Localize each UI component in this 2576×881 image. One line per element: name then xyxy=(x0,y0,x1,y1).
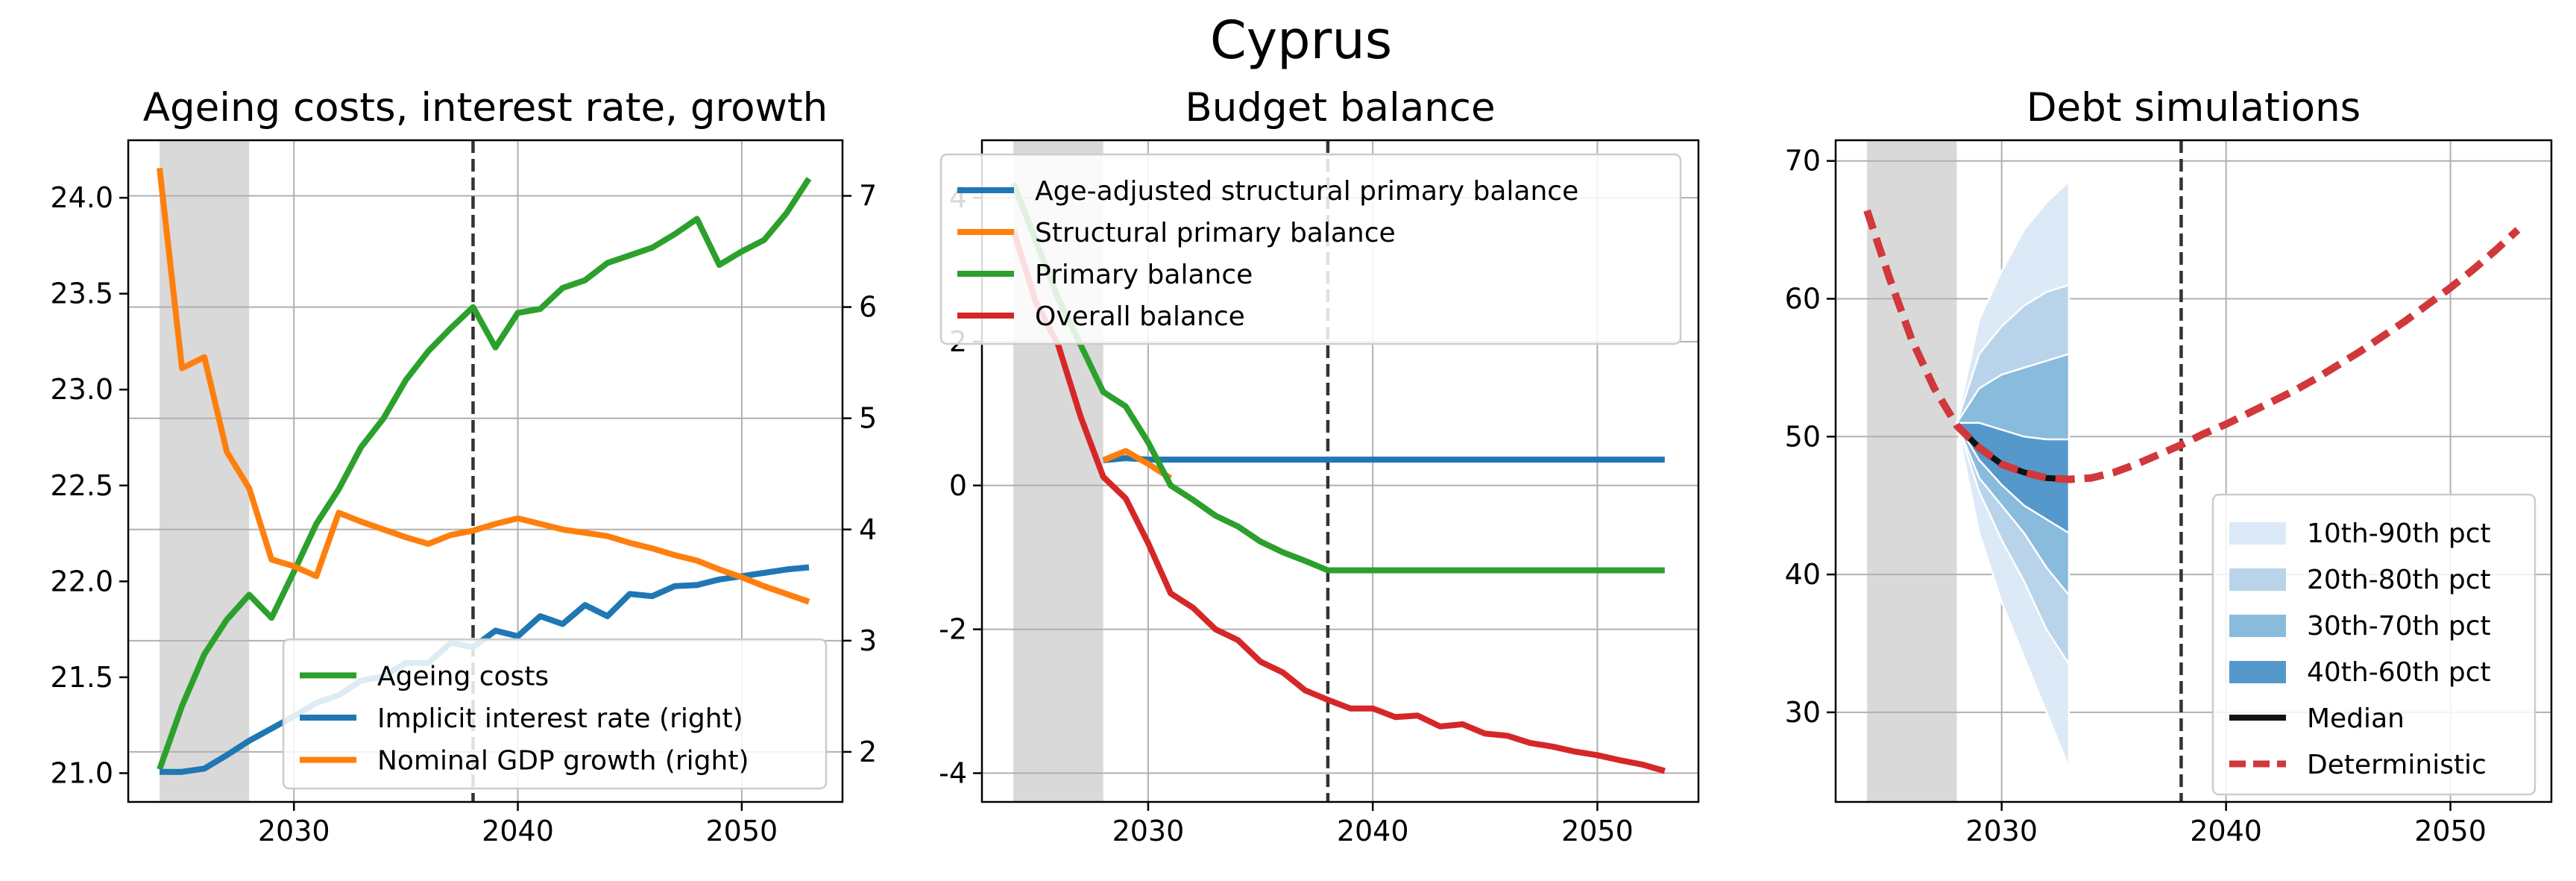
y-tick-label: 30 xyxy=(1785,696,1821,729)
axes-frame xyxy=(127,139,844,803)
y-tick-label: -4 xyxy=(939,756,967,789)
y2-tick-label: 4 xyxy=(859,513,877,546)
x-tick-label: 2050 xyxy=(2414,815,2487,847)
panel-title: Debt simulations xyxy=(2027,85,2361,131)
legend-label-nominal-gdp-growth-right: Nominal GDP growth (right) xyxy=(377,746,749,777)
y2-tick-label: 3 xyxy=(859,624,877,657)
legend-label-20th-80th-pct: 20th-80th pct xyxy=(2307,565,2491,595)
y-tick-label: 24.0 xyxy=(50,181,113,214)
legend: 10th-90th pct 20th-80th pct 30th-70th pct 4… xyxy=(2211,493,2536,796)
y-tick-label: 70 xyxy=(1785,145,1821,178)
x-tick-label: 2030 xyxy=(1965,815,2038,847)
x-tick-label: 2040 xyxy=(482,815,554,847)
series-line-nominal-gdp-growth-right xyxy=(157,167,810,605)
legend-label-age-adjusted-structural-primary-balance: Age-adjusted structural primary balance xyxy=(1035,176,1578,207)
series-line-ageing-costs xyxy=(157,177,812,771)
x-tick-label: 2050 xyxy=(1561,815,1634,847)
panel-title: Ageing costs, interest rate, growth xyxy=(143,85,828,131)
debt-simulations-panel: 2030 2040 2050 30 40 50 60 70 Debt simulations 10… xyxy=(1785,85,2553,847)
y-tick-label: 60 xyxy=(1785,283,1821,316)
shaded-span xyxy=(160,140,250,802)
x-tick-label: 2030 xyxy=(1112,815,1185,847)
y-tick-label: 22.5 xyxy=(50,469,113,502)
x-tick-label: 2050 xyxy=(705,815,778,847)
x-tick-label: 2040 xyxy=(1337,815,1409,847)
legend-swatch-20th-80th-pct xyxy=(2229,568,2286,591)
legend-box xyxy=(939,153,1682,345)
legend-swatch-30th-70th-pct xyxy=(2229,615,2286,637)
legend-swatch-10th-90th-pct xyxy=(2229,522,2286,545)
legend-box xyxy=(2211,493,2536,796)
legend: Ageing costs Implicit interest rate (righ… xyxy=(282,638,828,790)
legend-label-implicit-interest-rate-right: Implicit interest rate (right) xyxy=(377,703,743,734)
series-line-overall-balance xyxy=(1010,229,1666,774)
y-tick-label: 23.5 xyxy=(50,278,113,310)
y2-tick-label: 2 xyxy=(859,736,877,768)
y2-tick-label: 5 xyxy=(859,402,877,435)
legend-label-median: Median xyxy=(2307,703,2405,734)
y2-tick-label: 7 xyxy=(859,180,877,213)
y-tick-label: -2 xyxy=(939,613,967,646)
axes-frame xyxy=(980,139,1700,803)
x-tick-label: 2040 xyxy=(2190,815,2262,847)
series-line-deterministic xyxy=(1863,209,2521,483)
legend: Age-adjusted structural primary balance S… xyxy=(939,153,1682,345)
legend-label-10th-90th-pct: 10th-90th pct xyxy=(2307,518,2491,549)
legend-box xyxy=(282,638,828,790)
y-tick-label: 50 xyxy=(1785,420,1821,453)
axes-frame xyxy=(1834,139,2553,803)
panel-title: Budget balance xyxy=(1185,85,1495,131)
legend-label-primary-balance: Primary balance xyxy=(1035,260,1253,290)
legend-label-overall-balance: Overall balance xyxy=(1035,301,1245,332)
y-tick-label: 21.5 xyxy=(50,661,113,694)
y-tick-label: 0 xyxy=(949,469,967,502)
legend-label-30th-70th-pct: 30th-70th pct xyxy=(2307,611,2491,642)
series-line-primary-balance xyxy=(1010,182,1665,574)
legend-label-40th-60th-pct: 40th-60th pct xyxy=(2307,657,2491,688)
series-line-age-adjusted-structural-primary-balance xyxy=(1103,455,1665,463)
figure-title: Cyprus xyxy=(1210,10,1392,71)
legend-swatch-40th-60th-pct xyxy=(2229,661,2286,683)
series-line-structural-primary-balance xyxy=(1102,448,1173,481)
x-tick-label: 2030 xyxy=(258,815,330,847)
ageing-costs-panel: 2030 2040 2050 21.0 21.5 22.0 22.5 23.0 23.5 24.0… xyxy=(50,85,877,847)
legend-label-deterministic: Deterministic xyxy=(2307,750,2487,780)
legend-label-ageing-costs: Ageing costs xyxy=(377,661,549,692)
y-tick-label: 40 xyxy=(1785,558,1821,591)
legend-label-structural-primary-balance: Structural primary balance xyxy=(1035,218,1396,248)
y-tick-label: 23.0 xyxy=(50,373,113,406)
y-tick-label: 21.0 xyxy=(50,756,113,789)
y-tick-label: 22.0 xyxy=(50,565,113,598)
y2-tick-label: 6 xyxy=(859,291,877,324)
